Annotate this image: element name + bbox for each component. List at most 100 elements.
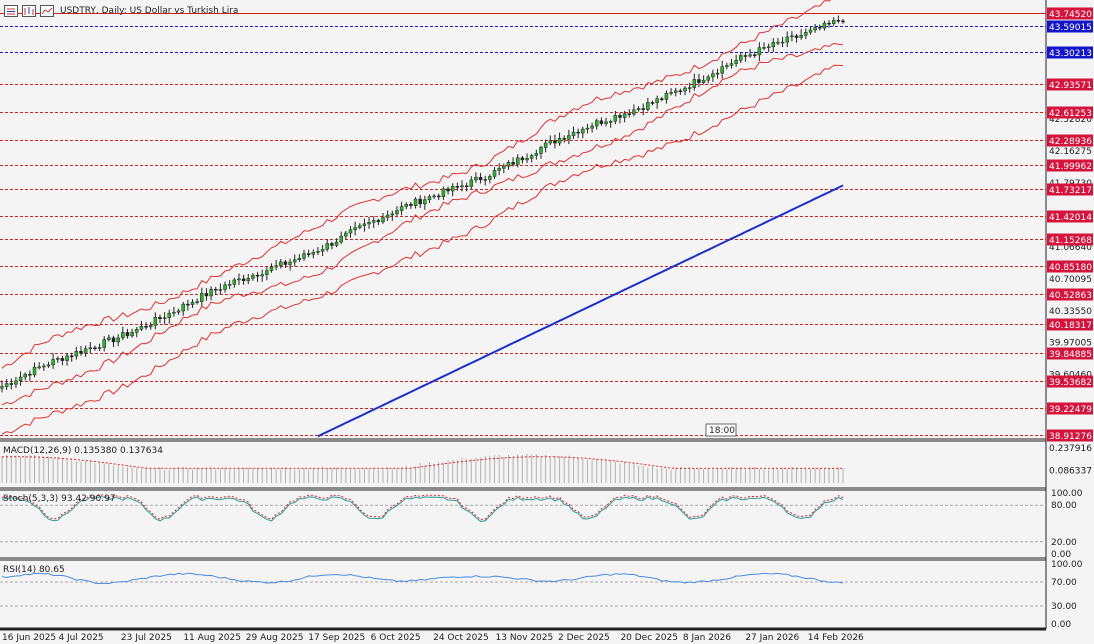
candle xyxy=(715,72,720,75)
level-tag-text: 40.52863 xyxy=(1049,291,1092,301)
level-tag[interactable] xyxy=(1047,159,1093,172)
candle xyxy=(162,317,167,320)
level-tag[interactable] xyxy=(1047,106,1093,119)
candle xyxy=(618,115,622,118)
candle xyxy=(330,243,334,246)
level-tag[interactable] xyxy=(1047,233,1093,246)
candle xyxy=(418,198,422,205)
candle xyxy=(367,221,371,225)
level-tag[interactable] xyxy=(1047,260,1093,273)
level-tag[interactable] xyxy=(1047,46,1093,59)
level-tag[interactable] xyxy=(1047,429,1093,442)
candle xyxy=(362,223,367,226)
level-tag[interactable] xyxy=(1047,347,1093,360)
level-tag-text: 39.22479 xyxy=(1049,405,1092,415)
candle xyxy=(251,274,255,279)
level-tag[interactable] xyxy=(1047,210,1093,223)
level-tag-text: 39.84885 xyxy=(1049,350,1092,360)
candle xyxy=(344,232,348,237)
date-tick-label: 4 Jul 2025 xyxy=(58,633,103,643)
candle xyxy=(720,66,724,74)
candle xyxy=(706,76,711,81)
date-tick-label: 27 Jan 2026 xyxy=(745,633,799,643)
level-tag[interactable] xyxy=(1047,402,1093,415)
candle xyxy=(269,266,274,271)
chart-type-icon[interactable] xyxy=(22,5,36,17)
candle xyxy=(288,261,292,265)
macd-signal-line xyxy=(1,456,843,469)
stoch-main-line xyxy=(1,496,844,522)
candle xyxy=(474,177,478,181)
date-tick-label: 13 Nov 2025 xyxy=(496,633,554,643)
level-tag[interactable] xyxy=(1047,318,1093,331)
candle xyxy=(441,188,446,197)
candle xyxy=(316,251,320,253)
candle xyxy=(543,142,548,148)
stoch-tick-label: 80.00 xyxy=(1051,501,1077,511)
candle xyxy=(32,366,37,376)
candle xyxy=(0,386,4,389)
candle xyxy=(125,332,130,337)
candle xyxy=(353,227,357,231)
candle xyxy=(121,332,125,339)
candle xyxy=(107,337,111,340)
level-tag-text: 42.61253 xyxy=(1049,109,1092,119)
price-tick-label: 41.06640 xyxy=(1049,243,1092,253)
candle xyxy=(102,339,106,348)
candle xyxy=(785,36,789,43)
candle xyxy=(446,188,450,192)
candle xyxy=(93,347,97,349)
date-tick-label: 2 Dec 2025 xyxy=(558,633,610,643)
candle xyxy=(660,98,664,100)
candle xyxy=(69,355,74,358)
level-tag-text: 42.28936 xyxy=(1049,137,1092,147)
level-tag[interactable] xyxy=(1047,183,1093,196)
candle xyxy=(683,87,687,92)
chart-title: USDTRY, Daily: US Dollar vs Turkish Lira xyxy=(60,6,239,16)
candle xyxy=(646,102,650,110)
candle xyxy=(627,113,632,115)
candle xyxy=(218,289,223,291)
candle xyxy=(636,108,641,111)
candle xyxy=(502,165,506,169)
candle xyxy=(799,35,803,38)
level-tag[interactable] xyxy=(1047,78,1093,91)
candle xyxy=(641,108,645,110)
candle xyxy=(42,365,46,368)
candle xyxy=(376,220,381,223)
level-tag[interactable] xyxy=(1047,7,1093,20)
candle xyxy=(752,54,757,57)
window-menu-icon[interactable] xyxy=(4,5,18,17)
price-tick-label: 40.33550 xyxy=(1049,307,1092,317)
candle xyxy=(130,332,134,337)
date-tick-label: 20 Dec 2025 xyxy=(620,633,678,643)
candle xyxy=(325,243,329,250)
stoch-tick-label: 100.00 xyxy=(1051,489,1083,499)
candle xyxy=(302,253,306,259)
candle xyxy=(827,22,831,25)
candle xyxy=(632,109,636,115)
candle xyxy=(808,29,813,33)
candle xyxy=(190,301,195,305)
indicator-list-icon[interactable] xyxy=(40,5,54,17)
macd-label: MACD(12,26,9) 0.135380 0.137634 xyxy=(3,446,163,456)
candle xyxy=(432,195,436,198)
candle xyxy=(297,258,302,261)
candle xyxy=(608,121,613,123)
candle xyxy=(766,46,771,49)
candle xyxy=(172,311,176,314)
candle xyxy=(562,138,566,140)
rsi-tick-label: 70.00 xyxy=(1051,578,1077,588)
level-tag[interactable] xyxy=(1047,134,1093,147)
candle xyxy=(167,312,172,319)
level-tag[interactable] xyxy=(1047,20,1093,33)
level-tag[interactable] xyxy=(1047,288,1093,301)
candle xyxy=(320,249,325,252)
date-tick-label: 23 Jul 2025 xyxy=(121,633,172,643)
candle xyxy=(701,79,706,83)
candle xyxy=(780,41,785,44)
level-tag[interactable] xyxy=(1047,375,1093,388)
candle xyxy=(153,317,158,326)
date-tick-label: 14 Feb 2026 xyxy=(808,633,864,643)
